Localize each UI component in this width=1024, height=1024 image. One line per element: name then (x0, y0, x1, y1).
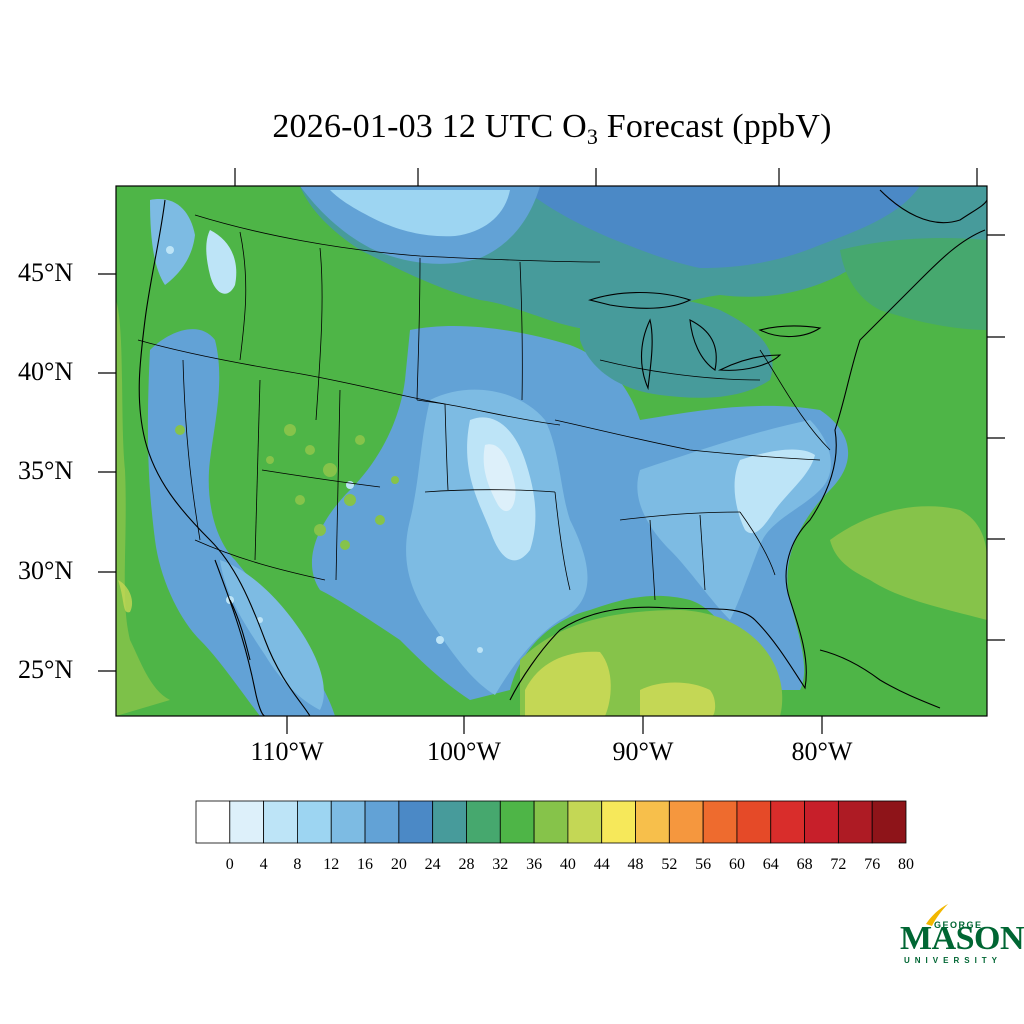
field-gulf-yellow (525, 651, 611, 716)
field-west-mid (220, 560, 324, 710)
lat-label-45n: 45°N (18, 258, 74, 287)
lon-label-80w: 80°W (791, 737, 853, 766)
colorbar-swatch (263, 800, 298, 844)
gmu-logo: GEORGE MASON UNIVERSITY (896, 900, 1024, 972)
lat-label-40n: 40°N (18, 357, 74, 386)
field-lakes-teal (580, 294, 773, 398)
colorbar-tick-label: 36 (526, 856, 543, 873)
lon-label-90w: 90°W (612, 737, 674, 766)
lat-label-35n: 35°N (18, 456, 74, 485)
field-northwest-blue (150, 199, 195, 285)
logo-university: UNIVERSITY (904, 956, 1003, 965)
logo-mason: MASON (900, 920, 1024, 957)
colorbar-tick-label: 28 (458, 856, 475, 873)
colorbar-swatch (601, 800, 636, 844)
lon-label-110w: 110°W (250, 737, 324, 766)
lat-label-25n: 25°N (18, 655, 74, 684)
colorbar-swatch (297, 800, 332, 844)
field-atlantic-light (830, 506, 987, 620)
field-pacific-band (118, 580, 133, 613)
colorbar-tick-label: 56 (695, 856, 712, 873)
field-florida (745, 605, 802, 690)
colorbar-tick-label: 40 (559, 856, 576, 873)
colorbar-swatch (398, 800, 434, 844)
colorbar-swatch (871, 800, 907, 844)
coastlines (138, 189, 987, 716)
colorbar-tick-label: 80 (898, 856, 914, 873)
map-frame (115, 185, 988, 717)
colorbar-tick-label: 72 (830, 856, 847, 873)
colorbar-tick-label: 20 (390, 856, 407, 873)
field-northeast-green (840, 238, 987, 330)
colorbar-tick-label: 48 (627, 856, 644, 873)
colorbar (195, 800, 907, 844)
field-west-blue (147, 329, 335, 716)
field-north-light (330, 190, 510, 237)
field-north-blue (520, 186, 920, 268)
colorbar-tick-label: 32 (492, 856, 509, 873)
field-plains-light2 (483, 444, 516, 512)
colorbar-tick-label: 4 (259, 856, 268, 873)
colorbar-swatch (466, 800, 501, 844)
colorbar-tick-label: 64 (762, 856, 779, 873)
field-northwest-light (206, 230, 237, 294)
colorbar-tick-label: 44 (593, 856, 610, 873)
colorbar-swatch (195, 800, 231, 844)
colorbar-swatch (364, 800, 400, 844)
colorbar-swatch (668, 800, 704, 844)
colorbar-swatch (432, 800, 467, 844)
map-title: 2026-01-03 12 UTC O3 Forecast (ppbV) (0, 108, 1024, 150)
colorbar-tick-label: 8 (293, 856, 302, 873)
colorbar-tick-label: 0 (225, 856, 234, 873)
colorbar-swatch (499, 800, 535, 844)
title-suffix: Forecast (ppbV) (598, 108, 832, 145)
colorbar-swatch (635, 800, 670, 844)
colorbar-swatch (229, 800, 265, 844)
title-subscript: 3 (586, 124, 599, 149)
lon-label-100w: 100°W (427, 737, 501, 766)
colorbar-tick-label: 76 (864, 856, 881, 873)
colorbar-tick-label: 52 (661, 856, 678, 873)
field-east-light (734, 449, 815, 534)
colorbar-swatch (330, 800, 366, 844)
field-speckles (175, 424, 399, 550)
colorbar-swatch (702, 800, 738, 844)
colorbar-swatch (770, 800, 805, 844)
colorbar-tick-label: 68 (796, 856, 813, 873)
ozone-field (116, 186, 987, 716)
colorbar-swatch (837, 800, 873, 844)
colorbar-swatch (804, 800, 839, 844)
colorbar-tick-label: 16 (357, 856, 374, 873)
axis-ticks (98, 168, 1005, 734)
colorbar-swatch (736, 800, 772, 844)
state-boundaries (137, 214, 831, 601)
field-pacific-band (116, 300, 170, 716)
colorbar-swatch (533, 800, 569, 844)
title-prefix: 2026-01-03 12 UTC O (272, 108, 587, 145)
logo-swoosh-icon (926, 904, 948, 926)
lat-label-30n: 30°N (18, 556, 74, 585)
colorbar-tick-label: 24 (424, 856, 441, 873)
field-gulf-yellow2 (640, 682, 716, 716)
colorbar-swatch (567, 800, 603, 844)
colorbar-tick-label: 12 (323, 856, 340, 873)
logo-george: GEORGE (934, 920, 983, 930)
colorbar-tick-label: 60 (728, 856, 745, 873)
